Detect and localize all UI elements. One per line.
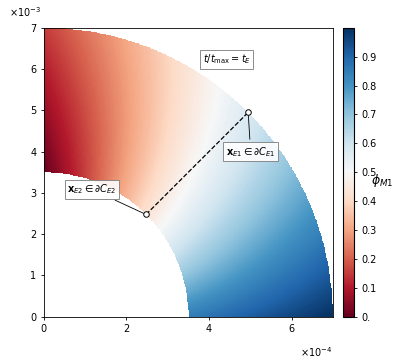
Text: $\mathbf{x}_{E1} \in \partial C_{E1}$: $\mathbf{x}_{E1} \in \partial C_{E1}$ bbox=[226, 115, 275, 159]
Text: $t/t_{\mathrm{max}}=t_E$: $t/t_{\mathrm{max}}=t_E$ bbox=[203, 52, 251, 66]
Y-axis label: $\phi_{M1}$: $\phi_{M1}$ bbox=[371, 172, 394, 189]
Text: $\times 10^{-3}$: $\times 10^{-3}$ bbox=[9, 5, 42, 19]
Text: $\mathbf{x}_{E2} \in \partial C_{E2}$: $\mathbf{x}_{E2} \in \partial C_{E2}$ bbox=[67, 182, 144, 213]
Text: $\times 10^{-4}$: $\times 10^{-4}$ bbox=[300, 345, 333, 359]
